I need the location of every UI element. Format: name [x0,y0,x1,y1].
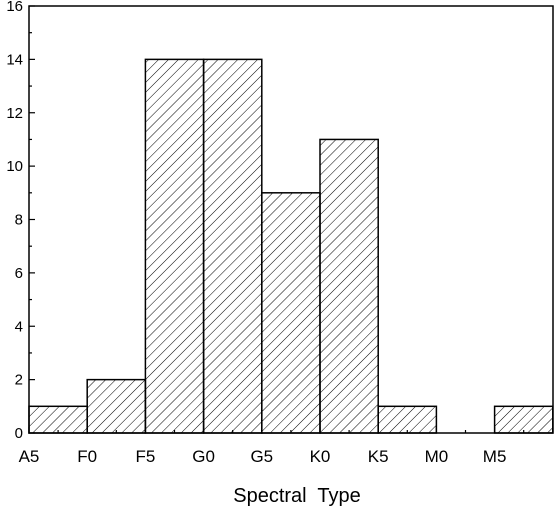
y-axis: 0 2 4 6 8 10 12 14 16 [6,0,35,442]
bars-group [28,58,554,434]
bar-g0 [202,58,263,434]
y-tick-label: 8 [15,212,23,229]
y-tick-label: 4 [15,318,23,335]
bar-k5 [377,405,438,434]
x-tick-label: F0 [77,447,97,466]
y-tick-label: 6 [15,265,23,282]
x-axis: A5 F0 F5 G0 G5 K0 K5 M0 M5 [19,427,554,466]
x-tick-label: G0 [192,447,215,466]
x-tick-label: F5 [135,447,155,466]
y-tick-label: 16 [6,0,23,15]
bar-f0 [86,378,147,434]
bar-f5 [144,58,205,434]
bar-a5 [28,405,88,434]
x-tick-label: G5 [250,447,273,466]
y-tick-label: 12 [6,105,23,122]
y-tick-label: 10 [6,158,23,175]
x-axis-title: Spectral Type [233,485,360,507]
bar-g5 [261,192,321,434]
bar-m5 [493,405,554,434]
y-tick-label: 0 [15,425,23,442]
y-tick-label: 2 [15,372,23,389]
x-tick-label: A5 [19,447,40,466]
x-tick-label: K0 [310,447,331,466]
x-tick-label: K5 [368,447,389,466]
x-tick-label: M0 [425,447,449,466]
y-tick-label: 14 [6,51,23,68]
x-tick-label: M5 [483,447,507,466]
bar-k0 [319,138,379,434]
